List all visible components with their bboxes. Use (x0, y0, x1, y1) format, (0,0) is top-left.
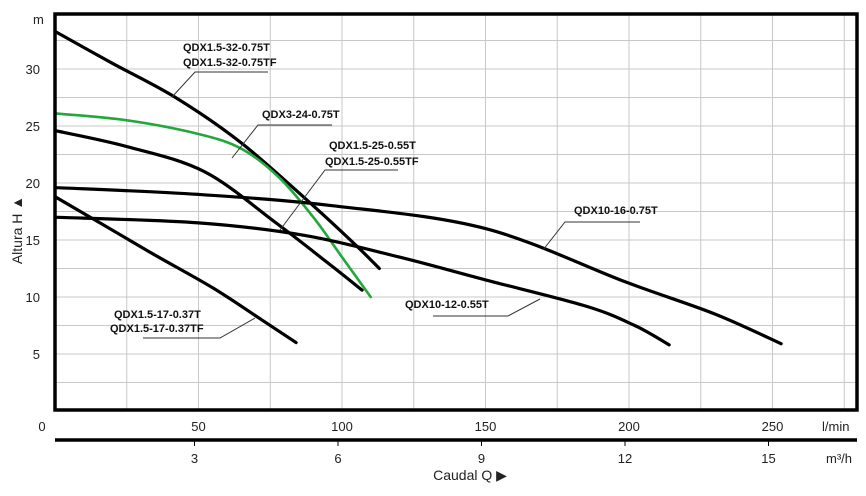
label-qdx1.5-32-t: QDX1.5-32-0.75T (183, 42, 270, 54)
series-line-3 (53, 185, 783, 346)
leader-line-qdx10-16 (542, 221, 640, 251)
x-axis-title: Caudal Q ▶ (433, 467, 507, 483)
leader-line-qdx3-24 (231, 124, 332, 159)
series-line-4 (53, 215, 671, 347)
x2-unit-label: m³/h (826, 451, 852, 466)
y-tick-label: 15 (26, 233, 40, 248)
x2-tick-labels: 3 6 9 12 15 (191, 440, 776, 466)
x2-tick-label: 12 (618, 451, 632, 466)
label-qdx1.5-25-tf: QDX1.5-25-0.55TF (325, 156, 419, 168)
label-qdx1.5-25-t: QDX1.5-25-0.55T (329, 140, 416, 152)
label-qdx1.5-32-tf: QDX1.5-32-0.75TF (183, 57, 277, 69)
y-axis-title: Altura H ▲ (9, 196, 25, 264)
y-tick-label: 5 (33, 347, 40, 362)
label-qdx1.5-17-t: QDX1.5-17-0.37T (114, 309, 201, 321)
y-tick-label: 30 (26, 62, 40, 77)
y-tick-label: 10 (26, 290, 40, 305)
label-qdx1.5-17-tf: QDX1.5-17-0.37TF (110, 323, 204, 335)
x-tick-label: 100 (331, 419, 353, 434)
y-tick-label: 25 (26, 119, 40, 134)
curves (53, 29, 783, 347)
label-qdx3-24: QDX3-24-0.75T (262, 109, 340, 121)
x-tick-label: 250 (762, 419, 784, 434)
leader-lines (143, 71, 640, 339)
plot-frame (53, 12, 859, 412)
series-labels: QDX1.5-32-0.75T QDX1.5-32-0.75TF QDX3-24… (110, 42, 658, 335)
series-line-2 (53, 128, 364, 292)
series-line-1 (53, 112, 372, 299)
y-tick-label: 20 (26, 176, 40, 191)
x-tick-label: 50 (191, 419, 205, 434)
x-tick-labels: 0 50 100 150 200 250 (38, 419, 783, 434)
y-tick-labels: 5 10 15 20 25 30 (26, 62, 40, 362)
x2-tick-label: 9 (478, 451, 485, 466)
label-qdx10-12: QDX10-12-0.55T (405, 299, 489, 311)
x-tick-label: 0 (38, 419, 45, 434)
x-unit-label: l/min (822, 419, 849, 434)
x2-tick-label: 15 (761, 451, 775, 466)
x-tick-label: 200 (618, 419, 640, 434)
x2-tick-label: 6 (334, 451, 341, 466)
leader-line-qdx1.5-25 (279, 169, 398, 231)
leader-line-qdx1.5-32 (171, 71, 268, 98)
leader-line-qdx1.5-17 (143, 317, 256, 339)
grid (55, 14, 857, 410)
y-unit-label: m (33, 12, 44, 27)
leader-line-qdx10-12 (433, 298, 541, 317)
label-qdx10-16: QDX10-16-0.75T (574, 205, 658, 217)
series-line-5 (53, 195, 298, 345)
x-tick-label: 150 (475, 419, 497, 434)
x2-tick-label: 3 (191, 451, 198, 466)
